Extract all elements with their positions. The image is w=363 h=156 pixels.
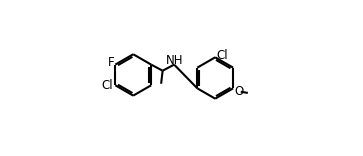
Text: O: O (234, 85, 244, 98)
Text: NH: NH (166, 54, 184, 67)
Text: Cl: Cl (216, 49, 228, 62)
Text: Cl: Cl (102, 79, 113, 92)
Text: F: F (108, 56, 114, 69)
